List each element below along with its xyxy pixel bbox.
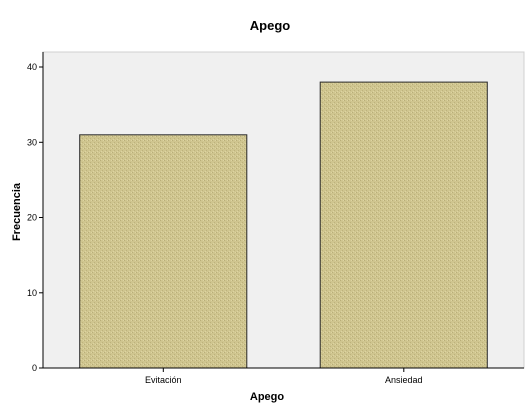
y-axis-label: Frecuencia [11,182,23,241]
x-tick-label-1: Ansiedad [385,375,423,385]
bar-0 [79,134,248,369]
chart-title: Apego [250,18,291,33]
x-tick-label-0: Evitación [145,375,182,385]
y-tick-label-1: 10 [27,288,37,298]
bars-group [79,81,488,369]
y-tick-label-4: 40 [27,62,37,72]
y-tick-label-0: 0 [32,363,37,373]
x-axis-label: Apego [250,391,285,403]
y-tick-label-3: 30 [27,137,37,147]
bar-1 [319,81,488,369]
axes-group: Evitación Ansiedad 0 10 20 30 40 [27,52,524,385]
y-tick-label-2: 20 [27,213,37,223]
